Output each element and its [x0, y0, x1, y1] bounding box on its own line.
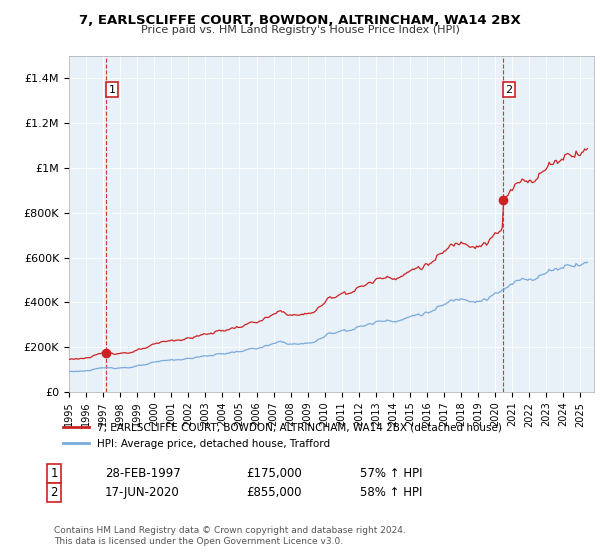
Text: 58% ↑ HPI: 58% ↑ HPI	[360, 486, 422, 500]
Text: 7, EARLSCLIFFE COURT, BOWDON, ALTRINCHAM, WA14 2BX: 7, EARLSCLIFFE COURT, BOWDON, ALTRINCHAM…	[79, 14, 521, 27]
Text: Contains HM Land Registry data © Crown copyright and database right 2024.
This d: Contains HM Land Registry data © Crown c…	[54, 526, 406, 546]
Text: 2: 2	[50, 486, 58, 500]
Text: 57% ↑ HPI: 57% ↑ HPI	[360, 466, 422, 480]
Text: 1: 1	[109, 85, 115, 95]
Text: Price paid vs. HM Land Registry's House Price Index (HPI): Price paid vs. HM Land Registry's House …	[140, 25, 460, 35]
Legend: 7, EARLSCLIFFE COURT, BOWDON, ALTRINCHAM, WA14 2BX (detached house), HPI: Averag: 7, EARLSCLIFFE COURT, BOWDON, ALTRINCHAM…	[58, 418, 506, 452]
Text: £175,000: £175,000	[246, 466, 302, 480]
Text: £855,000: £855,000	[246, 486, 302, 500]
Text: 28-FEB-1997: 28-FEB-1997	[105, 466, 181, 480]
Text: 2: 2	[506, 85, 512, 95]
Text: 17-JUN-2020: 17-JUN-2020	[105, 486, 180, 500]
Text: 1: 1	[50, 466, 58, 480]
